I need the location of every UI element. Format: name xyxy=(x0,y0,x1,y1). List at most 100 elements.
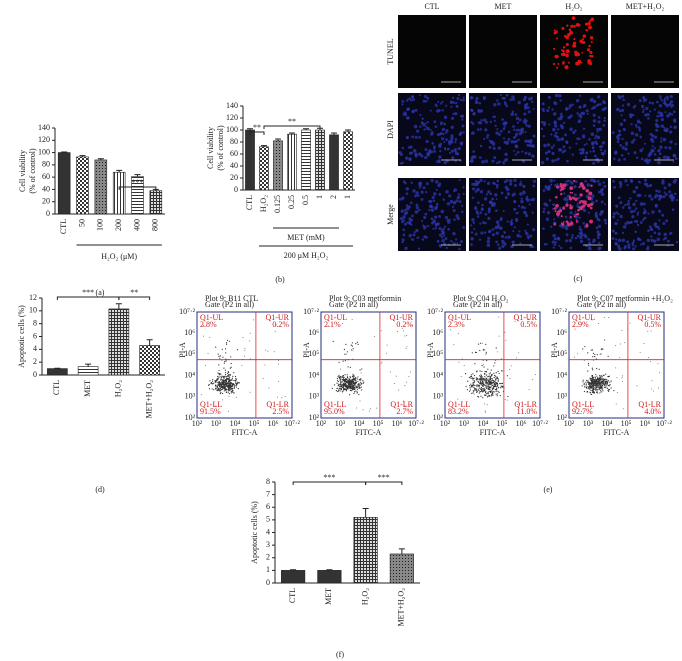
plot-frame xyxy=(568,311,665,419)
nucleus xyxy=(405,135,409,140)
nucleus xyxy=(592,238,596,243)
event-dot xyxy=(484,381,486,383)
nucleus xyxy=(485,193,489,196)
event-dot xyxy=(227,388,229,390)
nucleus xyxy=(421,238,425,241)
event-dot xyxy=(463,365,465,367)
tunel-spot xyxy=(565,49,570,54)
nucleus xyxy=(553,237,557,241)
nucleus xyxy=(619,214,623,219)
x-tick-label: 1 xyxy=(315,195,324,199)
event-dot xyxy=(600,348,602,351)
event-dot xyxy=(489,382,491,385)
event-dot xyxy=(360,386,362,388)
event-dot xyxy=(222,385,224,387)
nucleus xyxy=(502,162,505,165)
nucleus xyxy=(548,123,551,126)
gate-label: Gate (P2 in all) xyxy=(205,300,254,309)
nucleus xyxy=(603,116,606,120)
event-dot xyxy=(484,373,486,375)
event-dot xyxy=(489,390,492,393)
event-dot xyxy=(593,392,595,394)
y-tick-label: 10² xyxy=(309,413,320,422)
event-dot xyxy=(603,317,605,319)
event-dot xyxy=(470,386,472,388)
y-tick-label: 60 xyxy=(230,149,238,158)
nucleus xyxy=(643,142,646,145)
event-dot xyxy=(583,382,585,384)
nucleus xyxy=(399,216,403,221)
event-dot xyxy=(203,324,205,326)
event-dot xyxy=(353,392,355,395)
nucleus xyxy=(492,181,495,185)
nucleus xyxy=(626,184,629,187)
event-dot xyxy=(358,378,361,381)
nucleus xyxy=(504,196,508,200)
event-dot xyxy=(594,383,596,385)
nucleus xyxy=(437,100,440,103)
event-dot xyxy=(479,375,481,377)
quadrant-name: Q1-LL xyxy=(324,400,346,409)
nucleus xyxy=(450,125,454,129)
event-dot xyxy=(585,381,587,383)
x-tick-label: 10⁶ xyxy=(392,419,403,428)
event-dot xyxy=(490,382,493,384)
x-tick-label: CTL xyxy=(245,195,254,210)
nucleus xyxy=(472,150,475,153)
nucleus xyxy=(518,230,521,233)
nucleus xyxy=(603,149,607,153)
event-dot xyxy=(227,372,229,374)
bar xyxy=(301,129,311,191)
nucleus xyxy=(624,147,628,151)
nucleus xyxy=(424,156,428,160)
event-dot xyxy=(497,378,500,380)
event-dot xyxy=(344,353,346,355)
nucleus xyxy=(554,158,558,162)
plot-title: Plot 9: B11 CTL xyxy=(205,294,258,303)
nucleus xyxy=(576,234,580,238)
event-dot xyxy=(405,347,407,349)
nucleus xyxy=(640,157,644,161)
nucleus xyxy=(560,137,565,141)
tunel-spot xyxy=(555,203,559,208)
nucleus xyxy=(658,104,663,108)
nucleus xyxy=(443,141,446,144)
event-dot xyxy=(464,373,467,375)
event-dot xyxy=(362,380,364,382)
event-dot xyxy=(482,397,484,399)
tunel-spot xyxy=(575,50,578,54)
event-dot xyxy=(499,382,501,385)
event-dot xyxy=(229,390,231,392)
nucleus xyxy=(592,119,597,123)
event-dot xyxy=(494,375,497,377)
nucleus xyxy=(578,148,582,151)
event-dot xyxy=(599,384,602,387)
nucleus xyxy=(634,245,637,248)
nucleus xyxy=(517,205,521,208)
event-dot xyxy=(220,379,222,381)
event-dot xyxy=(497,390,499,393)
nucleus xyxy=(559,99,562,102)
event-dot xyxy=(607,355,609,357)
nucleus xyxy=(426,96,430,100)
nucleus xyxy=(576,112,579,115)
event-dot xyxy=(602,382,604,384)
event-dot xyxy=(482,388,484,390)
nucleus xyxy=(650,197,654,201)
nucleus xyxy=(458,179,461,182)
event-dot xyxy=(472,378,474,380)
event-dot xyxy=(608,390,610,392)
nucleus xyxy=(503,121,508,125)
event-dot xyxy=(486,404,488,406)
event-dot xyxy=(204,365,206,367)
tunel-spot xyxy=(562,206,565,209)
event-dot xyxy=(215,380,217,382)
nucleus xyxy=(408,218,412,222)
event-dot xyxy=(343,348,345,351)
nucleus xyxy=(647,229,650,232)
event-dot xyxy=(598,368,600,370)
quadrant-percent: 2.3% xyxy=(448,320,465,329)
event-dot xyxy=(485,353,487,355)
nucleus xyxy=(634,207,638,210)
tunel-spot xyxy=(573,44,577,48)
